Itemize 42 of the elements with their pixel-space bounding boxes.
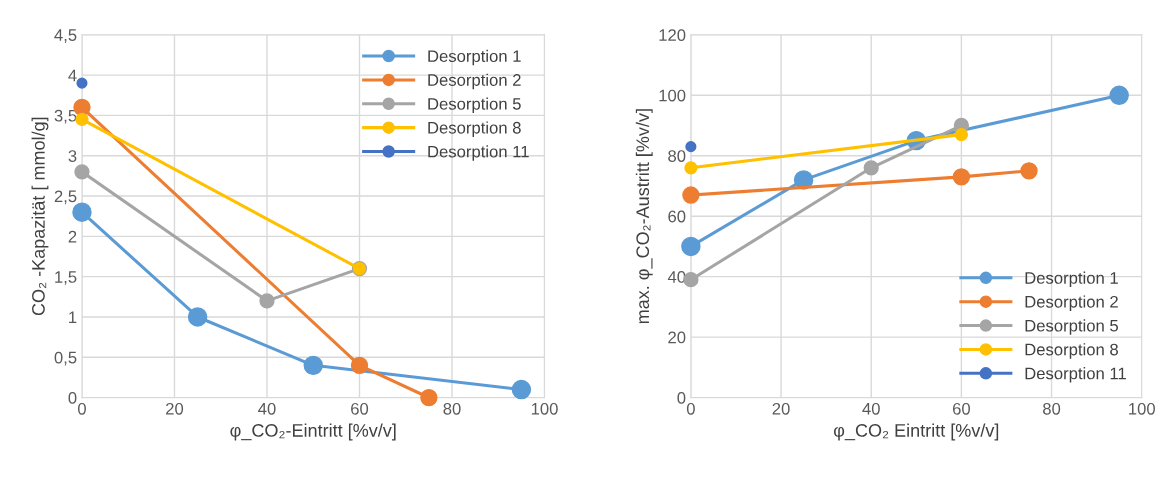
x-tick-label: 20	[166, 402, 184, 415]
y-tick-label: 0,5	[54, 351, 77, 366]
y-tick-label: 3	[68, 150, 77, 162]
x-tick-label: 0	[77, 402, 86, 415]
x-tick-label: 80	[1043, 402, 1061, 415]
legend-label: Desorption 1	[428, 49, 521, 66]
legend-label: Desorption 5	[428, 97, 521, 114]
y-tick-label: 3,5	[54, 109, 77, 124]
x-axis-title: φ_CO₂-Eintritt [%v/v]	[230, 423, 396, 441]
y-tick-label: 20	[668, 331, 686, 344]
legend-label: Desorption 2	[428, 73, 521, 90]
y-tick-label: 4,5	[54, 29, 77, 43]
x-tick-label: 80	[443, 402, 461, 415]
legend-label: Desorption 11	[428, 145, 529, 161]
y-tick-label: 4	[68, 69, 77, 82]
y-tick-label: 2,5	[54, 190, 77, 205]
y-tick-label: 120	[659, 29, 686, 41]
y-axis-title: CO₂ -Kapazität [ mmol/g]	[31, 117, 49, 316]
x-tick-label: 60	[952, 402, 971, 415]
x-tick-label: 100	[1129, 402, 1155, 415]
y-tick-label: 80	[668, 150, 686, 162]
x-tick-label: 20	[772, 402, 790, 415]
x-tick-label: 100	[531, 402, 558, 415]
x-axis-title: φ_CO₂ Eintritt [%v/v]	[833, 423, 999, 441]
x-tick-label: 0	[686, 402, 695, 415]
y-tick-label: 60	[668, 210, 686, 223]
y-tick-label: 0	[677, 392, 686, 404]
x-tick-label: 40	[258, 402, 276, 415]
y-tick-label: 1,5	[55, 271, 77, 285]
legend-label: Desorption 5	[1025, 319, 1118, 335]
y-tick-label: 0	[68, 392, 77, 404]
legend-label: Desorption 1	[1025, 271, 1118, 288]
legend-label: Desorption 8	[1025, 343, 1118, 359]
legend-label: Desorption 8	[428, 121, 521, 137]
y-tick-label: 1	[69, 311, 77, 324]
x-tick-label: 40	[862, 402, 880, 415]
legend-label: Desorption 2	[1025, 295, 1118, 311]
legend-label: Desorption 11	[1025, 367, 1126, 383]
x-tick-label: 60	[351, 402, 369, 415]
y-tick-label: 2	[68, 230, 77, 243]
y-axis-title: max. φ_CO₂-Austritt [%v/v]	[635, 109, 653, 324]
y-tick-label: 100	[659, 89, 686, 102]
